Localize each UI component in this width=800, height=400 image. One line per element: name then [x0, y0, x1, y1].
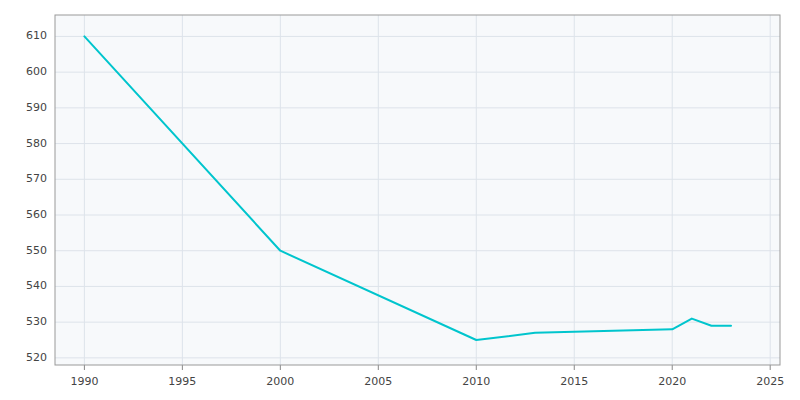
grid-line-y	[55, 72, 780, 73]
x-tick-label: 2015	[560, 375, 588, 388]
y-tick-label: 530	[26, 315, 47, 328]
x-tick-label: 2010	[462, 375, 490, 388]
grid-line-x	[378, 15, 379, 365]
grid-line-x	[280, 15, 281, 365]
x-tick-label: 1990	[70, 375, 98, 388]
grid-line-x	[182, 15, 183, 365]
x-tick	[476, 365, 477, 370]
grid-line-y	[55, 215, 780, 216]
y-tick-label: 570	[26, 172, 47, 185]
y-tick-label: 540	[26, 279, 47, 292]
x-tick	[280, 365, 281, 370]
grid-line-y	[55, 322, 780, 323]
x-tick	[574, 365, 575, 370]
y-tick-label: 520	[26, 351, 47, 364]
y-tick-label: 600	[26, 65, 47, 78]
y-tick-label: 550	[26, 244, 47, 257]
x-tick-label: 1995	[168, 375, 196, 388]
grid-line-x	[770, 15, 771, 365]
chart-container: 520 530 540 550 560 570 580 590 600 610 1990 1995 20…	[0, 0, 800, 400]
y-tick-label: 590	[26, 101, 47, 114]
population-line	[84, 36, 731, 340]
grid-line-y	[55, 179, 780, 180]
data-layer	[84, 36, 731, 340]
x-tick	[672, 365, 673, 370]
x-tick-label: 2000	[266, 375, 294, 388]
plot-frame	[55, 15, 780, 365]
grid-line-y	[55, 286, 780, 287]
grid-line-y	[55, 36, 780, 37]
axes: 520 530 540 550 560 570 580 590 600 610 1990 1995 20…	[26, 29, 784, 388]
y-tick-label: 610	[26, 29, 47, 42]
grid-line-x	[476, 15, 477, 365]
plot-background	[55, 15, 780, 365]
chart-svg: 520 530 540 550 560 570 580 590 600 610 1990 1995 20…	[0, 0, 800, 400]
grid-line-y	[55, 143, 780, 144]
grid-line-x	[672, 15, 673, 365]
y-tick-label: 580	[26, 137, 47, 150]
x-tick	[378, 365, 379, 370]
grid-line-y	[55, 107, 780, 108]
x-tick-label: 2005	[364, 375, 392, 388]
grid-line-y	[55, 357, 780, 358]
x-tick	[182, 365, 183, 370]
x-tick	[84, 365, 85, 370]
grid	[55, 15, 780, 365]
x-tick-label: 2025	[756, 375, 784, 388]
grid-line-y	[55, 250, 780, 251]
y-tick-label: 560	[26, 208, 47, 221]
x-tick	[770, 365, 771, 370]
grid-line-x	[574, 15, 575, 365]
x-tick-label: 2020	[658, 375, 686, 388]
grid-line-x	[84, 15, 85, 365]
